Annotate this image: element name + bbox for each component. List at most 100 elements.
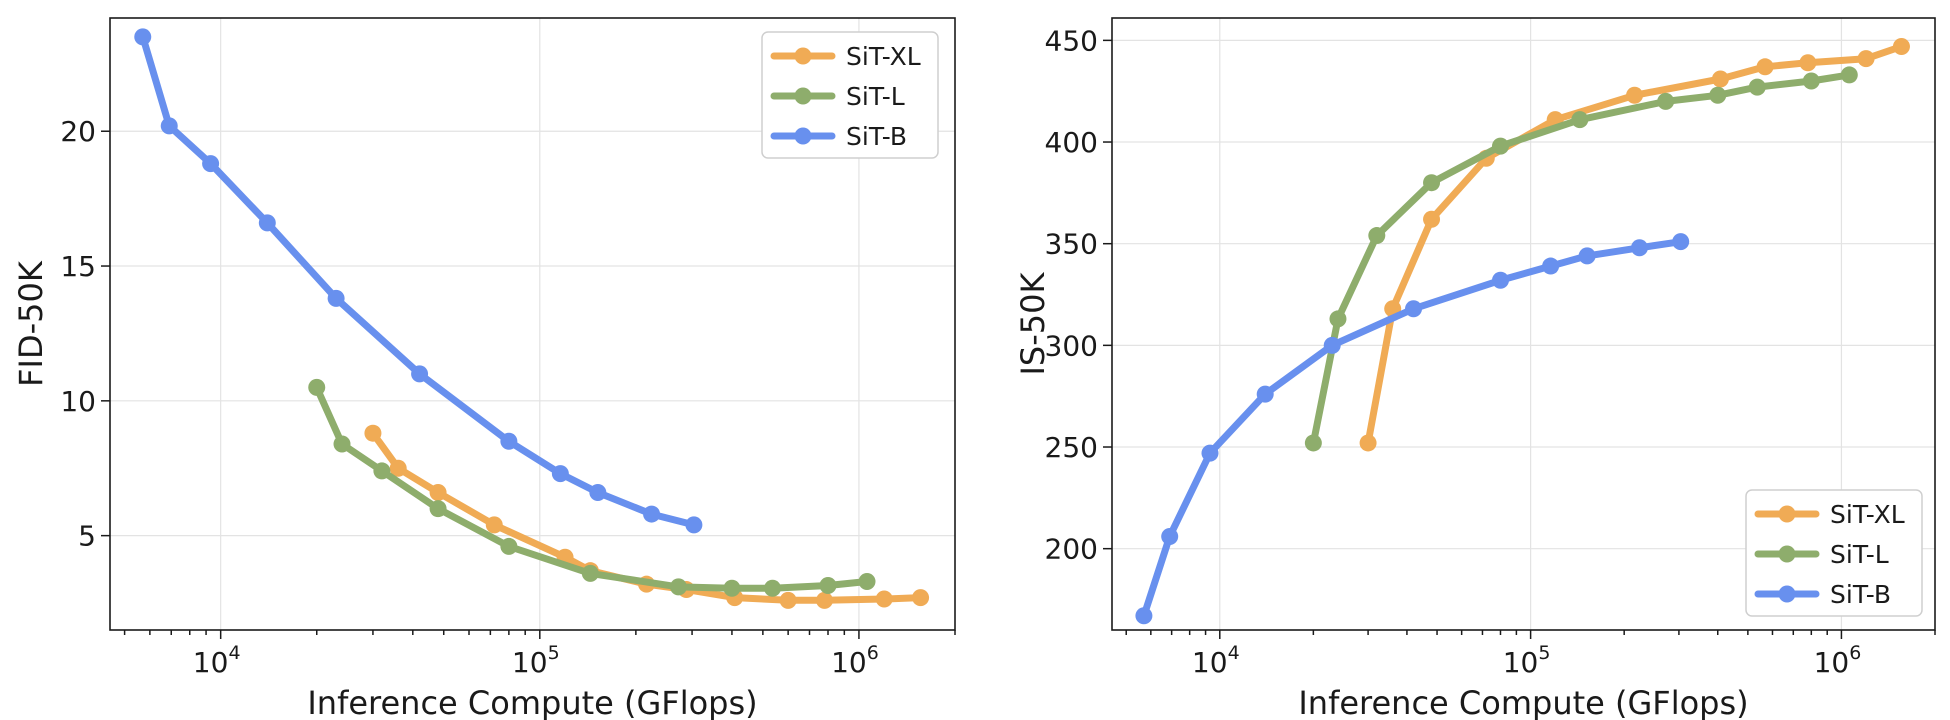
x-minor-ticks xyxy=(1125,630,1936,635)
series-sit-b xyxy=(134,28,703,534)
data-point-sit-b xyxy=(134,28,152,46)
data-point-sit-xl xyxy=(1423,210,1441,228)
data-point-sit-l xyxy=(308,378,326,396)
data-point-sit-l xyxy=(1423,174,1441,192)
data-point-sit-b xyxy=(327,289,345,307)
x-tick-exponent: 6 xyxy=(1849,642,1861,664)
legend: SiT-XL SiT-L SiT-B xyxy=(1745,489,1923,617)
data-point-sit-l xyxy=(1329,310,1347,328)
data-point-sit-xl xyxy=(815,591,833,609)
data-point-sit-xl xyxy=(912,589,930,607)
data-point-sit-l xyxy=(858,572,876,590)
data-point-sit-b xyxy=(685,516,703,534)
data-point-sit-xl xyxy=(1711,70,1729,88)
legend-marker-sit-b xyxy=(794,127,812,145)
data-point-sit-b xyxy=(1135,607,1153,625)
data-point-sit-l xyxy=(723,579,741,597)
plot-area-frame xyxy=(1111,17,1936,631)
data-point-sit-b xyxy=(551,465,569,483)
x-axis-title: Inference Compute (GFlops) xyxy=(1298,684,1748,720)
data-point-sit-xl xyxy=(389,459,407,477)
data-point-sit-l xyxy=(333,435,351,453)
data-point-sit-xl xyxy=(875,590,893,608)
data-point-sit-b xyxy=(589,484,607,502)
x-tick-base: 10 xyxy=(512,646,548,679)
legend-label-sit-b: SiT-B xyxy=(846,122,907,151)
data-point-sit-l xyxy=(373,462,391,480)
x-tick-base: 10 xyxy=(1814,646,1850,679)
data-point-sit-l xyxy=(1840,66,1858,84)
data-point-sit-xl xyxy=(485,516,503,534)
y-tick-label: 450 xyxy=(1045,24,1098,57)
data-point-sit-l xyxy=(1748,78,1766,96)
x-tick-exponent: 5 xyxy=(548,642,560,664)
y-axis-title: FID-50K xyxy=(12,260,50,387)
data-point-sit-b xyxy=(202,155,220,173)
y-tick-label: 300 xyxy=(1045,329,1098,362)
data-point-sit-l xyxy=(1657,92,1675,110)
data-point-sit-b xyxy=(1542,257,1560,275)
data-point-sit-b xyxy=(1161,527,1179,545)
data-point-sit-xl xyxy=(429,484,447,502)
x-tick-label: 106 xyxy=(1814,642,1862,679)
x-tick-base: 10 xyxy=(193,646,229,679)
data-point-sit-l xyxy=(1368,227,1386,245)
y-tick-label: 5 xyxy=(78,520,96,553)
y-tick-label: 10 xyxy=(60,385,96,418)
data-point-sit-b xyxy=(160,117,178,135)
x-tick-label: 104 xyxy=(1192,642,1240,679)
data-point-sit-xl xyxy=(1626,86,1644,104)
x-tick-base: 10 xyxy=(1503,646,1539,679)
y-tick-label: 250 xyxy=(1045,431,1098,464)
data-point-sit-xl xyxy=(364,424,382,442)
y-tick-label: 20 xyxy=(60,115,96,148)
data-point-sit-l xyxy=(1304,434,1322,452)
legend-marker-sit-xl xyxy=(794,47,812,65)
data-point-sit-l xyxy=(1709,86,1727,104)
series-sit-b xyxy=(1135,233,1690,625)
data-point-sit-xl xyxy=(1359,434,1377,452)
data-point-sit-l xyxy=(669,578,687,596)
data-point-sit-b xyxy=(1578,247,1596,265)
data-point-sit-l xyxy=(581,564,599,582)
data-point-sit-l xyxy=(1571,111,1589,129)
data-point-sit-b xyxy=(1323,336,1341,354)
legend: SiT-XL SiT-L SiT-B xyxy=(761,31,939,159)
data-point-sit-l xyxy=(500,537,518,555)
data-point-sit-b xyxy=(1256,385,1274,403)
series-line-sit-b xyxy=(1140,238,1685,620)
x-axis-title: Inference Compute (GFlops) xyxy=(307,684,757,720)
data-point-sit-b xyxy=(1405,300,1423,318)
x-tick-label: 105 xyxy=(1503,642,1551,679)
legend-marker-sit-xl xyxy=(1778,505,1796,523)
data-point-sit-b xyxy=(411,365,429,383)
data-point-sit-xl xyxy=(1892,37,1910,55)
data-point-sit-l xyxy=(429,500,447,518)
data-point-sit-l xyxy=(819,577,837,595)
x-tick-base: 10 xyxy=(831,646,867,679)
data-point-sit-xl xyxy=(1857,50,1875,68)
x-tick-exponent: 4 xyxy=(1228,642,1240,664)
x-tick-exponent: 4 xyxy=(228,642,240,664)
legend-label-sit-b: SiT-B xyxy=(1830,580,1891,609)
data-point-sit-b xyxy=(500,432,518,450)
data-point-sit-b xyxy=(1630,239,1648,257)
x-tick-base: 10 xyxy=(1192,646,1228,679)
data-point-sit-l xyxy=(764,579,782,597)
x-tick-exponent: 6 xyxy=(867,642,879,664)
data-point-sit-b xyxy=(258,214,276,232)
y-tick-label: 350 xyxy=(1045,228,1098,261)
legend-label-sit-l: SiT-L xyxy=(846,82,905,111)
data-point-sit-b xyxy=(643,505,661,523)
legend-marker-sit-b xyxy=(1778,585,1796,603)
legend-label-sit-l: SiT-L xyxy=(1830,540,1889,569)
plot-area-frame xyxy=(109,17,956,631)
legend-label-sit-xl: SiT-XL xyxy=(846,42,921,71)
y-tick-label: 400 xyxy=(1045,126,1098,159)
legend-marker-sit-l xyxy=(1778,545,1796,563)
series-sit-l xyxy=(1304,66,1858,452)
data-point-sit-xl xyxy=(1799,54,1817,72)
data-point-sit-l xyxy=(1491,137,1509,155)
